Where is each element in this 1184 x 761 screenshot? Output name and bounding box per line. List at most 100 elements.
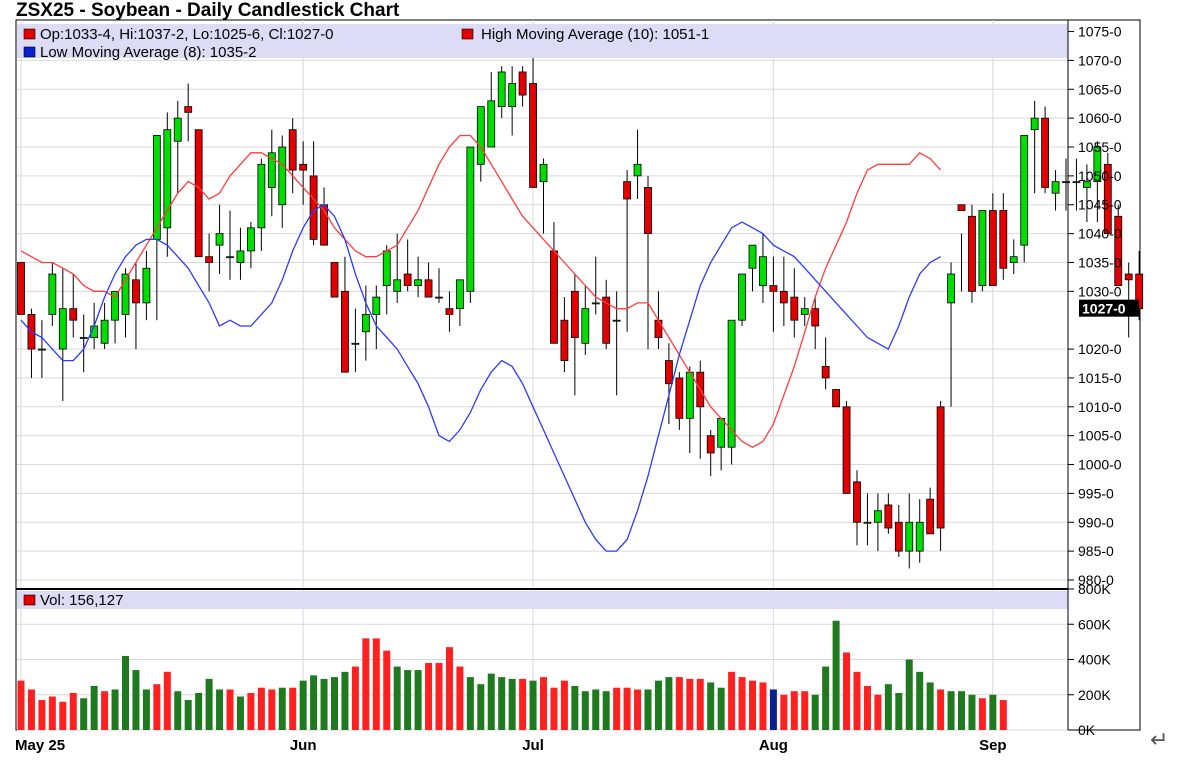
candle-up bbox=[633, 163, 642, 177]
volume-bar bbox=[749, 680, 756, 730]
volume-bar bbox=[675, 677, 683, 730]
price-tick-label: 1005-0 bbox=[1078, 428, 1122, 444]
volume-bar bbox=[341, 671, 349, 730]
candle-up bbox=[1062, 181, 1070, 184]
candle-down bbox=[853, 481, 861, 523]
candle-up bbox=[278, 146, 287, 206]
candle-up bbox=[382, 250, 391, 286]
volume-bar bbox=[571, 685, 579, 730]
candle-down bbox=[654, 319, 663, 338]
volume-bar bbox=[142, 689, 150, 730]
candle-up bbox=[246, 227, 255, 252]
volume-bar bbox=[132, 670, 140, 730]
ohlc-legend-swatch bbox=[23, 28, 36, 40]
price-tick-label: 990-0 bbox=[1078, 514, 1114, 530]
candle-up bbox=[466, 146, 475, 292]
candle-up bbox=[978, 210, 987, 286]
volume-bar bbox=[414, 670, 422, 730]
candle-up bbox=[1083, 181, 1091, 188]
volume-legend-band bbox=[17, 591, 1068, 609]
volume-legend-swatch bbox=[23, 594, 36, 606]
volume-bar bbox=[184, 700, 192, 730]
candle-down bbox=[17, 262, 25, 315]
volume-bar bbox=[790, 691, 798, 730]
price-tick-label: 1030-0 bbox=[1078, 283, 1122, 299]
volume-bar bbox=[101, 691, 109, 730]
price-tick-label: 1020-0 bbox=[1078, 341, 1122, 357]
volume-legend-text: Vol: 156,127 bbox=[40, 592, 123, 609]
candle-down bbox=[884, 504, 893, 529]
volume-bar bbox=[592, 689, 600, 730]
volume-bar bbox=[456, 666, 464, 730]
volume-bar bbox=[257, 687, 265, 730]
candle-up bbox=[173, 117, 182, 142]
volume-bar bbox=[978, 698, 986, 730]
candle-up bbox=[1093, 146, 1102, 183]
candle-up bbox=[905, 521, 914, 552]
candle-down bbox=[790, 296, 799, 321]
volume-bar bbox=[947, 691, 955, 730]
volume-bar bbox=[822, 666, 830, 730]
date-tick-label: Sep bbox=[979, 737, 1007, 754]
candle-down bbox=[968, 215, 976, 292]
candle-down bbox=[69, 308, 78, 321]
volume-bar bbox=[383, 650, 391, 730]
candle-up bbox=[414, 279, 423, 286]
volume-bar bbox=[268, 689, 276, 730]
volume-bar bbox=[968, 694, 976, 730]
candle-up bbox=[800, 308, 809, 315]
candle-down bbox=[894, 521, 903, 552]
volume-bar bbox=[195, 692, 203, 730]
volume-bar bbox=[623, 687, 631, 730]
candle-down bbox=[926, 498, 935, 535]
volume-bar bbox=[310, 675, 318, 730]
candle-up bbox=[717, 417, 726, 448]
volume-bar bbox=[351, 666, 359, 730]
volume-bar bbox=[372, 638, 380, 730]
candle-up bbox=[1020, 135, 1029, 246]
price-tick-label: 1040-0 bbox=[1078, 226, 1122, 242]
price-tick-label: 985-0 bbox=[1078, 543, 1114, 559]
moving-average-lines bbox=[20, 134, 942, 552]
volume-bar bbox=[905, 659, 913, 730]
volume-bar bbox=[895, 692, 903, 730]
candle-down bbox=[832, 389, 840, 408]
volume-bar bbox=[863, 685, 871, 730]
price-tick-label: 1075-0 bbox=[1078, 24, 1122, 40]
candle-up bbox=[476, 106, 485, 165]
candle-down bbox=[811, 308, 820, 327]
price-tick-label: 1015-0 bbox=[1078, 370, 1122, 386]
candle-up bbox=[226, 256, 234, 259]
volume-bar bbox=[111, 689, 119, 730]
volume-tick-label: 200K bbox=[1078, 687, 1111, 703]
candle-down bbox=[644, 187, 652, 235]
candle-down bbox=[1041, 117, 1049, 188]
candle-down bbox=[518, 71, 527, 96]
date-tick-label: Aug bbox=[759, 737, 788, 754]
candle-up bbox=[915, 521, 924, 552]
candle-down bbox=[769, 285, 778, 292]
volume-bar bbox=[874, 694, 882, 730]
candle-up bbox=[121, 273, 130, 315]
price-tick-label: 980-0 bbox=[1078, 572, 1114, 588]
candle-down bbox=[288, 129, 297, 171]
date-axis: May 25 Jun Jul Aug Sep bbox=[15, 737, 1007, 754]
candle-down bbox=[529, 83, 537, 188]
candle-down bbox=[1114, 215, 1123, 286]
volume-bar bbox=[801, 691, 809, 730]
date-tick-label: Jul bbox=[522, 737, 544, 754]
candle-up bbox=[727, 319, 736, 448]
candle-up bbox=[163, 129, 172, 229]
volume-bar bbox=[665, 677, 673, 730]
volume-bar bbox=[686, 678, 694, 730]
volume-bar bbox=[404, 670, 412, 730]
candle-up bbox=[487, 100, 496, 148]
volume-bar bbox=[602, 691, 610, 730]
volume-bar bbox=[498, 677, 506, 730]
candle-down bbox=[1103, 163, 1112, 235]
candle-up bbox=[874, 510, 882, 523]
candle-up bbox=[591, 302, 600, 305]
high-ma-legend-swatch bbox=[461, 28, 474, 40]
candle-up bbox=[38, 348, 46, 351]
candle-up bbox=[1009, 256, 1018, 263]
